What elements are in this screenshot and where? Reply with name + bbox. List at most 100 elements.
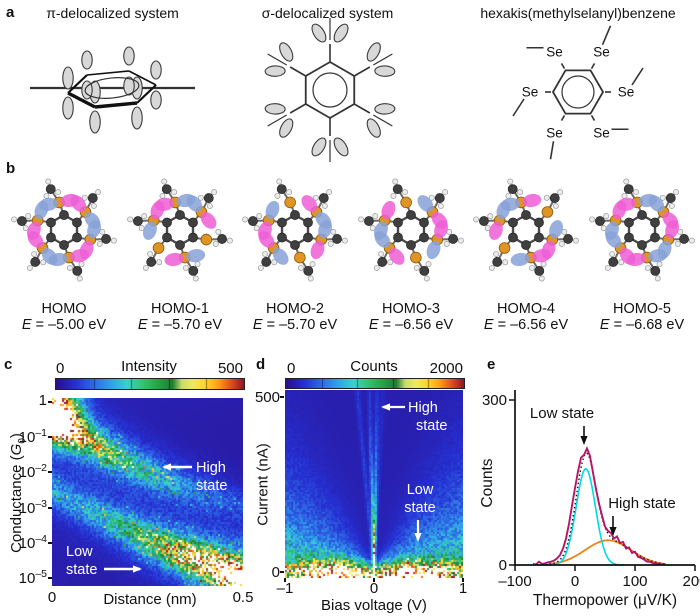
heatmap-annotation: Low: [407, 482, 434, 498]
p-orbital-lobe: [123, 46, 135, 66]
methyl-carbon-atom: [318, 193, 329, 203]
methyl-carbon-atom: [248, 216, 258, 226]
hydrogen-atom: [487, 213, 494, 220]
sp3-orbital-lobe: [279, 118, 294, 138]
hydrogen-atom: [425, 261, 432, 268]
low-state-fit-curve: [539, 467, 625, 566]
hydrogen-atom: [242, 216, 249, 223]
colorbar-min-label: 0: [56, 360, 65, 377]
distance-tick-05: 0.5: [232, 589, 254, 606]
hydrogen-atom: [90, 203, 97, 209]
orbital-lobe: [496, 200, 511, 220]
intensity-colorbar: [55, 378, 245, 390]
hydrogen-atom: [127, 216, 134, 223]
hydrogen-atom: [312, 194, 319, 201]
carbon-atom: [534, 232, 544, 243]
orbital-molecule: [589, 178, 695, 282]
colorbar-max-label: 500: [217, 360, 243, 377]
axis-tick-mark: [280, 571, 284, 573]
sp3-orbital-lobe: [374, 65, 396, 77]
axis-tick-mark: [48, 471, 52, 473]
orbital-energy: E = –5.70 eV: [137, 317, 223, 333]
hydrogen-atom: [589, 216, 596, 223]
system-title-molecule: hexakis(methylselanyl)benzene: [480, 5, 676, 21]
hydrogen-atom: [572, 237, 579, 244]
hydrogen-atom: [226, 237, 233, 244]
selenium-atom: [200, 233, 213, 246]
se-atom-label: Se: [546, 126, 563, 141]
hydrogen-atom: [538, 275, 545, 282]
selenium-atom: [541, 206, 554, 218]
hydrogen-atom: [373, 264, 380, 271]
sp3-orbital-lobe: [311, 137, 327, 157]
hexakis-methylselanyl-benzene-structure: Se Se Se Se Se Se: [512, 25, 644, 160]
orbital-lobe: [265, 200, 280, 220]
conductance-tick-label: 10–5: [18, 568, 47, 587]
conductance-tick-label: 10–4: [18, 533, 47, 552]
orbital-molecule: [242, 178, 348, 282]
se-atom-label: Se: [593, 44, 610, 59]
carbon-atom: [406, 210, 416, 220]
p-orbital-lobe: [131, 106, 143, 130]
axis-tick-mark: [48, 542, 52, 544]
axis-tick-mark: [280, 396, 284, 398]
conductance-tick-label: 1: [38, 392, 47, 409]
carbon-atom: [188, 217, 198, 228]
methyl-carbon-atom: [146, 257, 157, 267]
methyl-carbon-atom: [448, 234, 458, 244]
sp3-orbital-lobe: [311, 23, 327, 43]
panel-c-label: c: [4, 356, 13, 373]
carbon-atom: [419, 232, 429, 243]
hydrogen-atom: [276, 178, 283, 185]
distance-axis-label: Distance (nm): [103, 591, 197, 608]
hydrogen-atom: [673, 189, 680, 196]
orbital-energy: E = –6.56 eV: [368, 317, 454, 333]
hydrogen-atom: [621, 192, 628, 199]
hydrogen-atom: [502, 259, 509, 266]
hydrogen-atom: [309, 261, 316, 268]
orbital-energy: E = –6.68 eV: [599, 317, 685, 333]
panel-b-label: b: [6, 160, 16, 177]
hydrogen-atom: [558, 240, 565, 247]
orbital-name: HOMO-4: [497, 301, 555, 317]
methyl-carbon-atom: [492, 257, 503, 267]
orbital-lobe: [301, 195, 318, 212]
hydrogen-atom: [76, 275, 83, 282]
methyl-carbon-atom: [133, 216, 143, 226]
hydrogen-atom: [528, 264, 535, 271]
hydrogen-atom: [341, 237, 348, 244]
hydrogen-atom: [110, 237, 117, 244]
carbon-atom: [303, 217, 313, 228]
hydrogen-atom: [206, 203, 213, 209]
counts-tick-label: 0: [499, 557, 507, 574]
hydrogen-atom: [212, 240, 219, 247]
hydrogen-atom: [633, 189, 640, 196]
orbital-lobe: [434, 220, 448, 239]
methyl-carbon-atom: [392, 184, 403, 195]
sp3-orbital-lobe: [333, 23, 349, 43]
orbital-lobe: [41, 248, 58, 265]
high-state-fit-curve: [547, 539, 666, 566]
methyl-carbon-atom: [364, 216, 374, 226]
hydrogen-atom: [297, 264, 304, 271]
methyl-carbon-atom: [101, 234, 111, 244]
orbital-lobe: [648, 195, 665, 212]
se-atom-label: Se: [546, 44, 563, 59]
system-title-pi: π-delocalized system: [46, 5, 179, 21]
orbital-lobe: [605, 221, 619, 240]
thermopower-axis-label: Thermopower (μV/K): [533, 592, 677, 609]
methyl-carbon-atom: [608, 257, 619, 267]
orbital-lobe: [388, 248, 405, 265]
thermopower-tick-label: 100: [622, 573, 647, 590]
hydrogen-atom: [517, 189, 524, 196]
sp3-orbital-lobe: [279, 42, 294, 62]
conductance-tick-label: 10–2: [18, 462, 47, 481]
orbital-lobe: [522, 193, 542, 208]
carbon-atom: [624, 217, 634, 228]
hydrogen-atom: [43, 192, 50, 199]
orbital-lobe: [532, 249, 552, 263]
bias-tick-1: 1: [458, 580, 468, 597]
hydrogen-atom: [557, 189, 564, 196]
hydrogen-atom: [211, 189, 218, 196]
distance-tick-0: 0: [47, 589, 57, 606]
